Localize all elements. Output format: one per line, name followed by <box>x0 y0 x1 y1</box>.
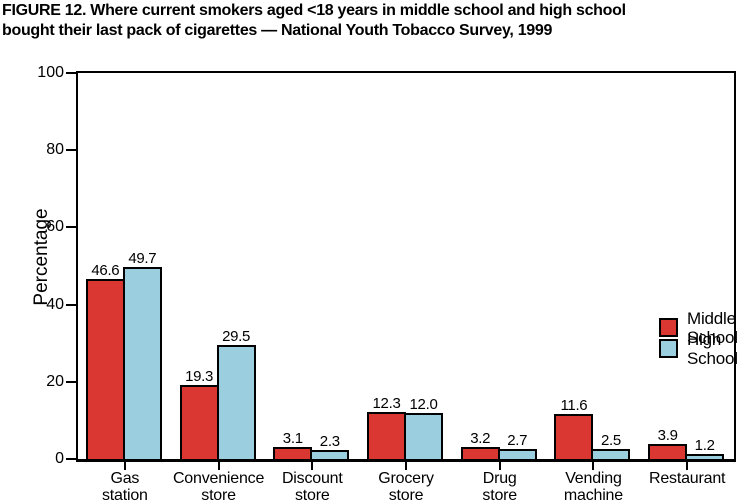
x-tick-mark <box>592 462 595 470</box>
x-category-label: Convenience store <box>172 470 265 504</box>
legend: Middle School High School <box>659 309 738 368</box>
y-tick-label: 20 <box>46 372 64 390</box>
bar-middle-school-convenience <box>179 384 219 459</box>
bars-layer: 46.6 49.7 19.3 29.5 3.1 2.3 12.3 12.0 3.2 2.7 11.6… <box>78 73 734 459</box>
y-tick-mark <box>66 226 76 229</box>
x-tick-mark <box>498 462 501 470</box>
y-tick-mark <box>66 303 76 306</box>
bar-high-school-drug <box>497 448 537 459</box>
x-category-label: Restaurant <box>649 470 726 487</box>
bar-value-label: 3.2 <box>470 429 491 447</box>
y-tick-mark <box>66 72 76 74</box>
bar-value-label: 12.3 <box>372 394 401 412</box>
bar-middle-school-gas <box>85 279 125 459</box>
legend-item: High School <box>659 330 738 368</box>
bar-value-label: 46.6 <box>91 262 120 280</box>
y-tick-mark <box>66 149 76 152</box>
bar-high-school-gas <box>122 267 162 459</box>
bar-value-label: 11.6 <box>560 397 588 415</box>
x-category-label: Discount store <box>281 470 343 504</box>
legend-label: Middle School <box>687 308 738 347</box>
y-tick-mark <box>66 458 76 460</box>
x-tick-mark <box>405 462 407 470</box>
y-tick-label: 60 <box>46 218 64 236</box>
x-tick-mark <box>217 462 220 470</box>
bar-high-school-discount <box>310 450 350 459</box>
figure-title-line-2: bought their last pack of cigarettes — N… <box>2 22 553 39</box>
bar-value-label: 2.7 <box>507 431 528 449</box>
x-category-label: Gas station <box>101 470 148 504</box>
legend-label: High School <box>687 329 738 368</box>
bar-value-label: 49.7 <box>128 250 157 268</box>
bar-value-label: 29.5 <box>222 328 251 346</box>
x-category-label: Drug store <box>482 470 517 504</box>
bar-value-label: 12.0 <box>409 395 438 413</box>
bar-value-label: 2.5 <box>600 432 621 450</box>
bar-value-label: 3.1 <box>282 430 303 448</box>
figure-title: FIGURE 12. Where current smokers aged <1… <box>2 1 748 41</box>
y-tick-label: 0 <box>55 450 64 467</box>
bar-middle-school-restaurant <box>648 443 688 459</box>
bar-high-school-vending <box>591 449 631 459</box>
x-category-label: Vending machine <box>563 470 623 504</box>
bar-value-label: 19.3 <box>185 367 214 385</box>
y-tick-mark <box>66 380 76 383</box>
bar-high-school-convenience <box>216 345 256 459</box>
y-tick-label: 40 <box>46 295 64 313</box>
x-tick-mark <box>311 462 314 470</box>
bar-middle-school-vending <box>554 414 594 459</box>
bar-middle-school-drug <box>460 446 500 459</box>
bar-middle-school-grocery <box>367 411 406 459</box>
x-tick-mark <box>686 462 689 470</box>
legend-swatch-middle-school <box>659 318 678 337</box>
y-tick-label: 100 <box>37 64 64 81</box>
bar-high-school-restaurant <box>685 454 725 459</box>
x-category-label: Grocery store <box>378 470 434 504</box>
bar-high-school-grocery <box>404 412 443 459</box>
legend-swatch-high-school <box>659 339 678 358</box>
bar-value-label: 3.9 <box>657 426 678 444</box>
bar-value-label: 2.3 <box>319 433 340 451</box>
legend-item: Middle School <box>659 309 738 347</box>
bar-value-label: 1.2 <box>694 437 715 455</box>
y-tick-label: 80 <box>46 141 64 159</box>
figure-title-line-1: FIGURE 12. Where current smokers aged <1… <box>2 2 626 19</box>
x-tick-mark <box>123 462 126 470</box>
plot-area: 46.6 49.7 19.3 29.5 3.1 2.3 12.3 12.0 3.2 2.7 11.6… <box>76 71 738 462</box>
